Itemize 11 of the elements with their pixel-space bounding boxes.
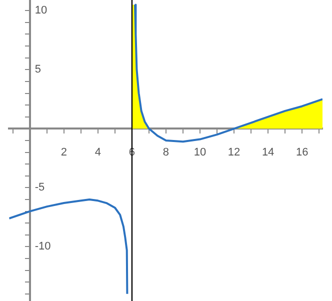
y-tick-label: -5 — [34, 182, 45, 194]
x-tick-label: 10 — [194, 146, 206, 158]
x-tick-label: 8 — [162, 146, 170, 158]
x-tick-label: 2 — [60, 146, 67, 158]
y-tick-label: -10 — [34, 240, 51, 253]
y-tick-label: 10 — [34, 4, 48, 17]
x-tick-label: 4 — [94, 146, 102, 158]
x-tick-label: 12 — [228, 146, 240, 158]
x-tick-label: 16 — [296, 146, 308, 158]
x-tick-label: 14 — [262, 146, 274, 158]
y-tick-label: 5 — [34, 64, 42, 76]
